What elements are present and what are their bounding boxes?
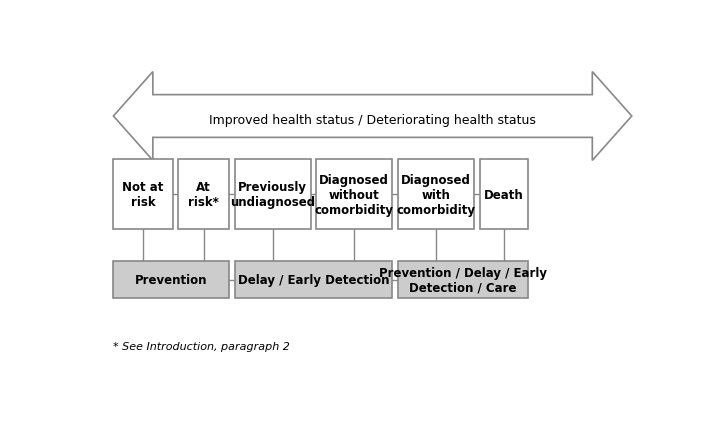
Text: Not at
risk: Not at risk [122,181,164,209]
Text: Prevention: Prevention [135,273,207,286]
Bar [398,159,474,230]
Bar [113,159,172,230]
Text: Improved health status / Deteriorating health status: Improved health status / Deteriorating h… [209,113,536,127]
Bar [235,261,393,299]
Bar [316,159,393,230]
Text: * See Introduction, paragraph 2: * See Introduction, paragraph 2 [113,341,290,351]
Text: At
risk*: At risk* [188,181,219,209]
Text: Death: Death [483,188,523,201]
Bar [113,261,229,299]
Bar [398,261,528,299]
Text: Diagnosed
with
comorbidity: Diagnosed with comorbidity [396,173,475,216]
Bar [235,159,310,230]
Text: Prevention / Delay / Early
Detection / Care: Prevention / Delay / Early Detection / C… [379,266,547,294]
Polygon shape [113,72,632,161]
Bar [480,159,528,230]
Text: Previously
undiagnosed: Previously undiagnosed [230,181,315,209]
Text: Delay / Early Detection: Delay / Early Detection [238,273,389,286]
Text: Diagnosed
without
comorbidity: Diagnosed without comorbidity [315,173,394,216]
Bar [178,159,229,230]
